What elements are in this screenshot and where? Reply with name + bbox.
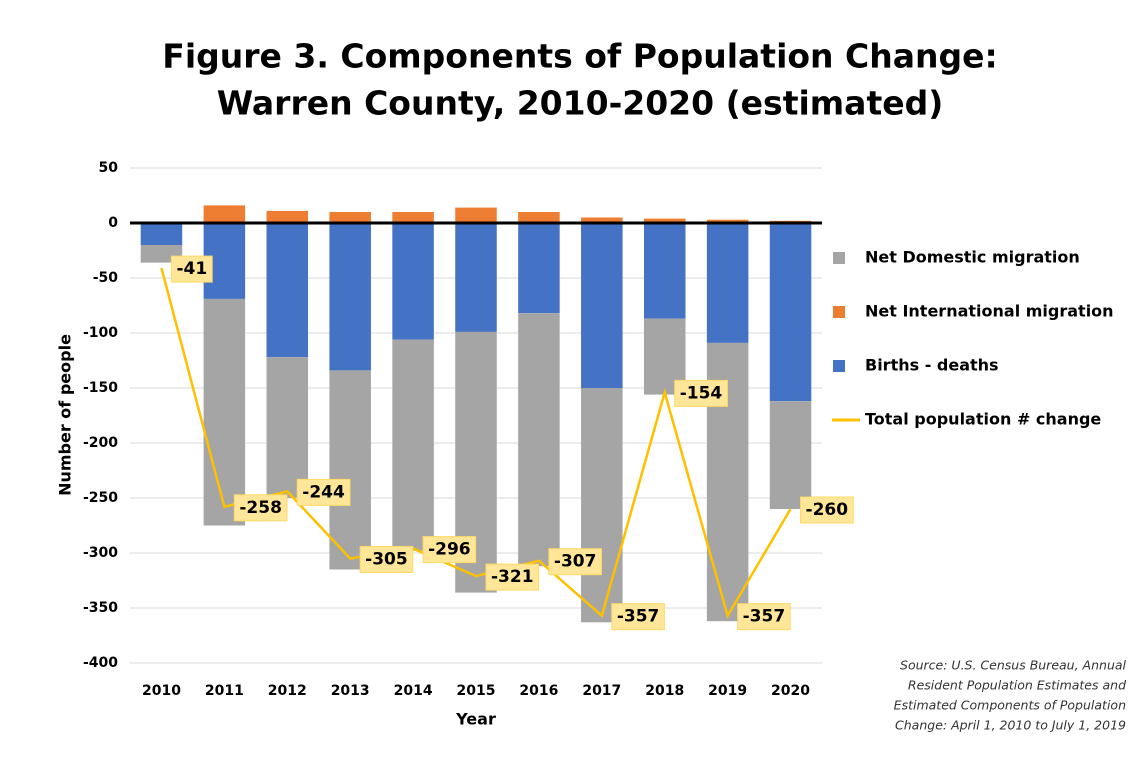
x-tick-label: 2015 [457,683,496,699]
bar [518,212,560,223]
bar [392,223,434,340]
data-label-box [296,478,351,506]
y-tick-label: -400 [83,655,118,671]
x-tick-label: 2017 [582,683,621,699]
x-tick-label: 2019 [708,683,747,699]
x-tick-label: 2011 [205,683,244,699]
data-label-box [233,494,288,522]
data-label-box [170,255,213,283]
x-tick-label: 2018 [645,683,684,699]
x-tick-label: 2010 [142,683,181,699]
bar [706,223,749,343]
data-label-box [422,536,477,564]
data-label: -244 [302,482,345,502]
bar [329,370,371,570]
data-label: -305 [365,550,408,570]
data-label: -260 [806,500,849,520]
data-label: -258 [239,498,282,518]
bar [392,339,434,551]
bar [203,298,246,526]
legend-label: Net International migration [865,302,1114,321]
y-tick-label: -100 [83,325,118,341]
y-tick-label: -350 [83,600,118,616]
legend-label: Total population # change [865,410,1101,429]
data-label-box [548,548,602,576]
legend-swatch [833,252,845,264]
data-label: -321 [491,567,534,587]
bar [266,210,309,223]
chart-title: Warren County, 2010-2020 (estimated) [217,84,944,123]
bar [518,223,560,314]
x-tick-label: 2014 [394,683,433,699]
legend-swatch [833,360,845,372]
bar [518,313,560,567]
chart-title: Figure 3. Components of Population Chang… [162,37,997,76]
bar [581,223,623,388]
y-tick-label: 0 [108,215,118,231]
bar [329,223,371,371]
bar [455,223,497,332]
bar [706,219,749,223]
x-tick-label: 2016 [519,683,558,699]
bar [643,218,686,223]
y-axis-label: Number of people [56,334,75,496]
y-tick-label: -200 [83,435,118,451]
bar [769,223,812,402]
bar [643,223,686,319]
bar [329,212,371,223]
bar [266,223,309,358]
bar [455,207,497,223]
data-label: -41 [176,259,207,279]
legend-swatch [833,306,845,318]
y-tick-label: -150 [83,380,118,396]
data-label: -357 [743,607,786,627]
source-note: Change: April 1, 2010 to July 1, 2019 [895,718,1126,733]
x-tick-label: 2013 [331,683,370,699]
source-note: Resident Population Estimates and [908,678,1126,693]
y-tick-label: -250 [83,490,118,506]
data-label: -307 [554,552,597,572]
data-label-box [674,379,728,407]
x-tick-label: 2020 [771,683,810,699]
bar [581,217,623,223]
data-label-box [737,603,791,631]
data-label-box [359,546,414,573]
bar [392,212,434,223]
data-label-box [800,496,854,524]
bar [581,388,623,623]
bar [203,205,246,223]
x-tick-label: 2012 [268,683,307,699]
legend-label: Births - deaths [865,356,999,375]
legend-label: Net Domestic migration [865,248,1080,267]
source-note: Estimated Components of Population [894,698,1126,713]
data-label-box [611,603,665,631]
data-label: -154 [680,383,723,403]
bar [140,223,183,245]
x-axis-label: Year [455,710,496,729]
y-tick-label: -50 [93,270,119,286]
bar [769,401,812,509]
source-note: Source: U.S. Census Bureau, Annual [900,658,1126,673]
data-label: -296 [428,540,471,560]
bar [266,357,309,498]
data-label: -357 [617,607,660,627]
data-label-box [485,563,540,591]
y-tick-label: -300 [83,545,118,561]
y-tick-label: 50 [99,160,119,176]
